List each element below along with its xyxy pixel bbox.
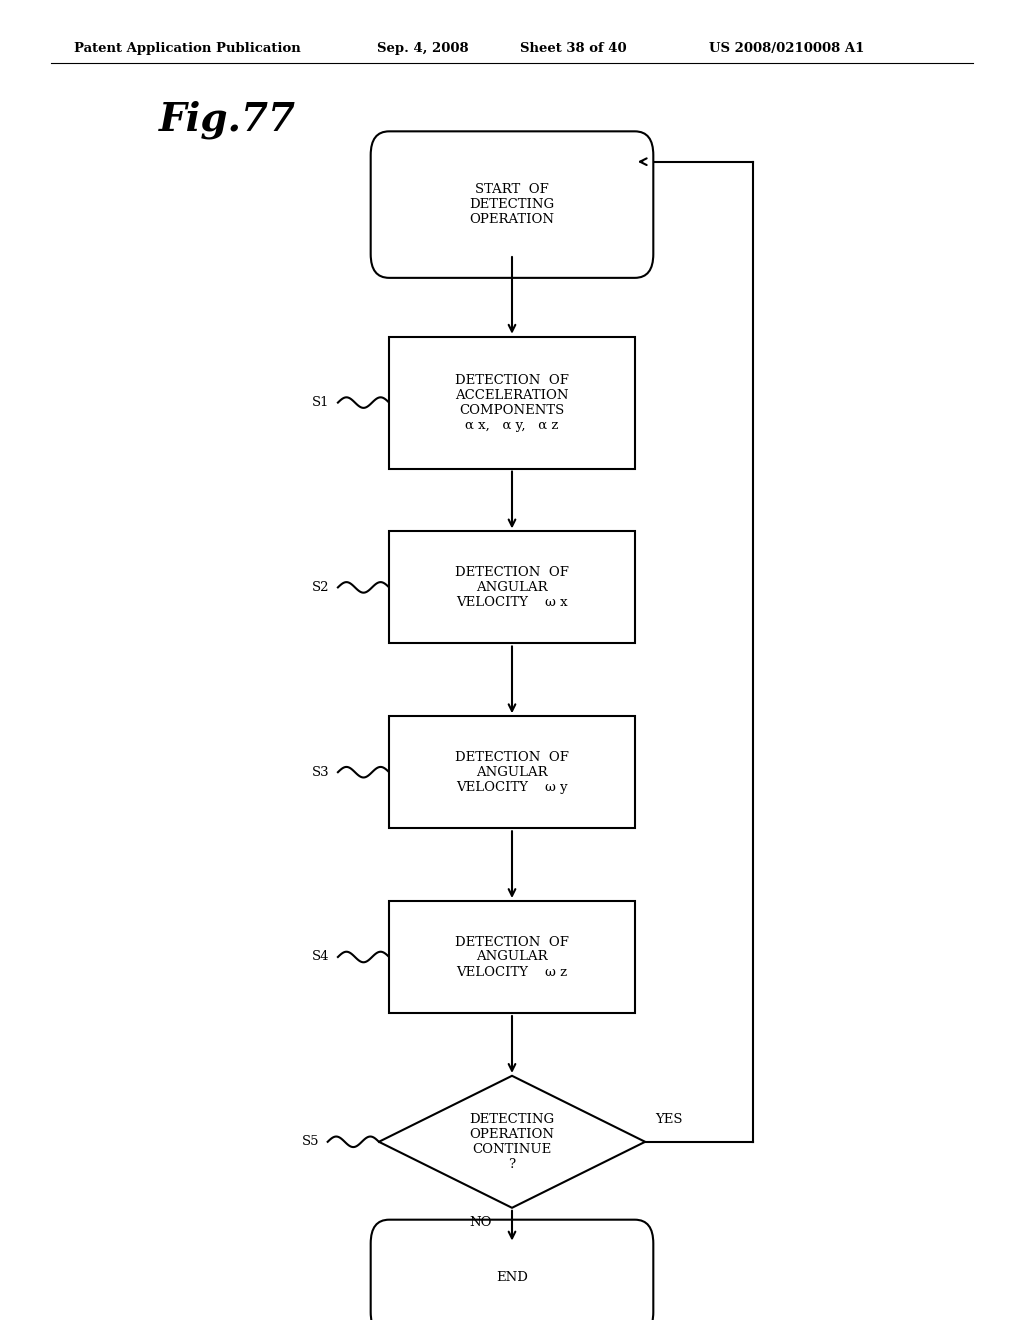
Bar [389,531,635,643]
Text: Fig.77: Fig.77 [159,100,296,139]
Text: Patent Application Publication: Patent Application Publication [74,42,300,55]
Text: DETECTING
OPERATION
CONTINUE
?: DETECTING OPERATION CONTINUE ? [469,1113,555,1171]
FancyBboxPatch shape [371,1220,653,1320]
Text: DETECTION  OF
ACCELERATION
COMPONENTS
α x,   α y,   α z: DETECTION OF ACCELERATION COMPONENTS α x… [455,374,569,432]
Text: S3: S3 [312,766,330,779]
FancyBboxPatch shape [371,132,653,279]
Text: NO: NO [469,1216,492,1229]
Text: S4: S4 [312,950,330,964]
Text: DETECTION  OF
ANGULAR
VELOCITY    ω z: DETECTION OF ANGULAR VELOCITY ω z [455,936,569,978]
Bar [389,337,635,469]
Text: US 2008/0210008 A1: US 2008/0210008 A1 [709,42,864,55]
Text: YES: YES [655,1113,683,1126]
Text: END: END [496,1271,528,1284]
Text: S2: S2 [312,581,330,594]
Text: DETECTION  OF
ANGULAR
VELOCITY    ω y: DETECTION OF ANGULAR VELOCITY ω y [455,751,569,793]
Text: START  OF
DETECTING
OPERATION: START OF DETECTING OPERATION [469,183,555,226]
Text: Sheet 38 of 40: Sheet 38 of 40 [520,42,627,55]
Text: S1: S1 [312,396,330,409]
Text: DETECTION  OF
ANGULAR
VELOCITY    ω x: DETECTION OF ANGULAR VELOCITY ω x [455,566,569,609]
Bar [389,900,635,1014]
Text: S5: S5 [302,1135,319,1148]
Text: Sep. 4, 2008: Sep. 4, 2008 [377,42,468,55]
Polygon shape [379,1076,645,1208]
Bar [389,715,635,829]
